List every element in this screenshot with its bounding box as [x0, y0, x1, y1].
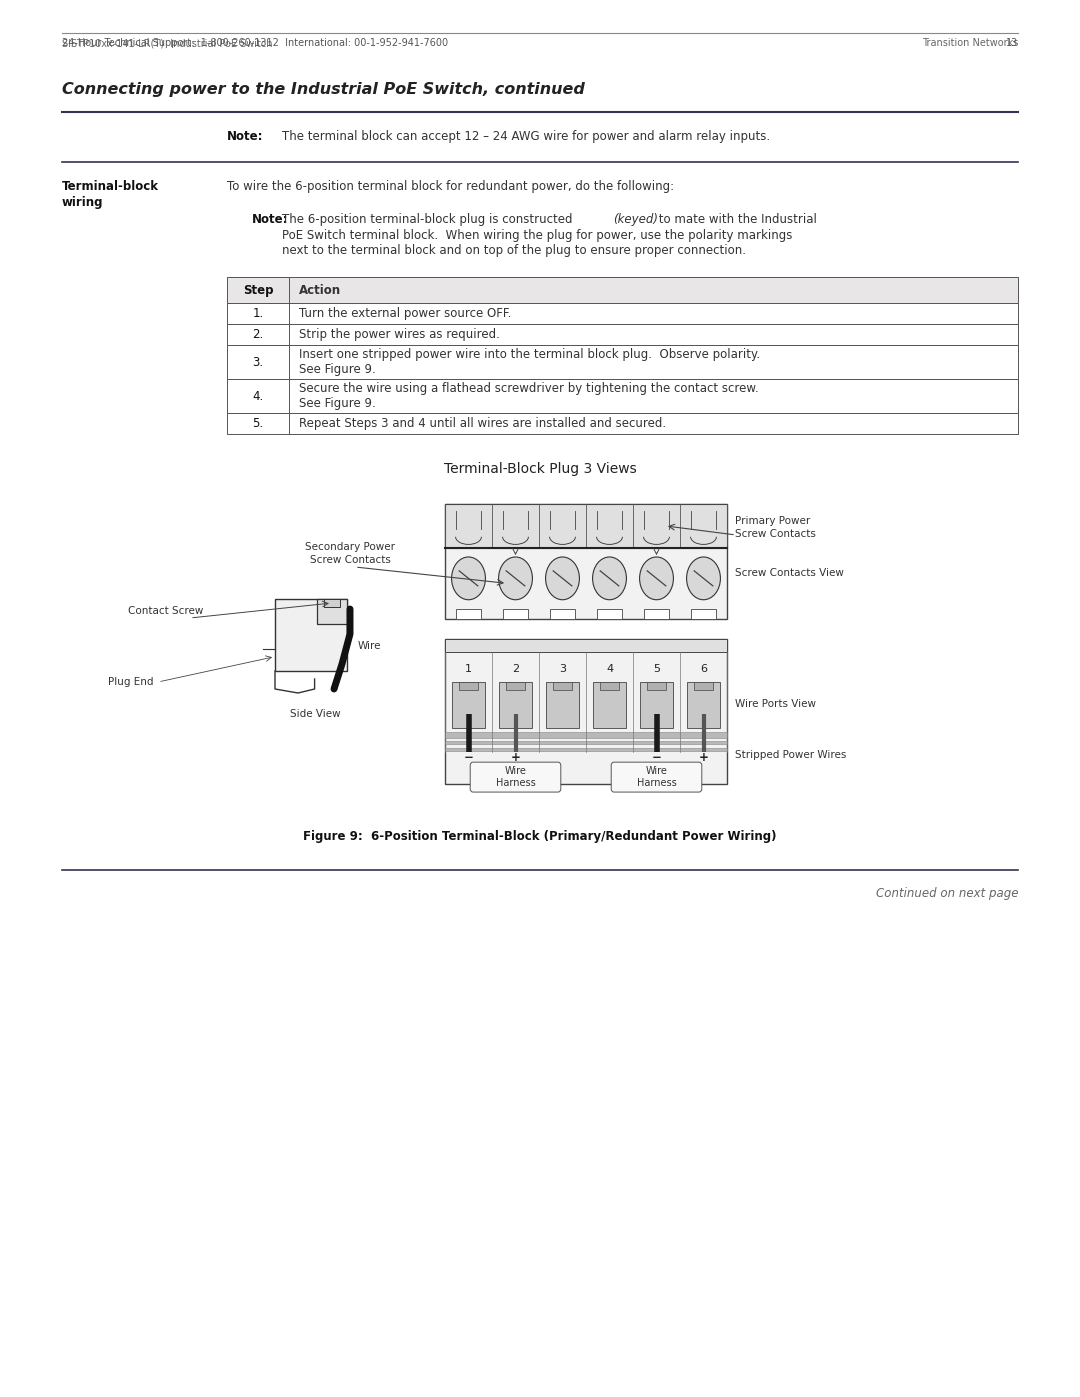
Text: Step: Step [243, 284, 273, 296]
Text: Contact Screw: Contact Screw [129, 606, 203, 616]
Text: wiring: wiring [62, 196, 104, 208]
Text: 5: 5 [653, 664, 660, 673]
Bar [600, 682, 619, 690]
Bar [227, 379, 1018, 414]
Bar [553, 682, 571, 690]
Text: Side View: Side View [289, 710, 340, 719]
Text: Secure the wire using a flathead screwdriver by tightening the contact screw.: Secure the wire using a flathead screwdr… [299, 381, 758, 395]
Ellipse shape [593, 557, 626, 599]
Bar [445, 504, 727, 548]
Text: 1.: 1. [253, 307, 264, 320]
Text: Note:: Note: [252, 212, 288, 226]
Text: 3: 3 [559, 664, 566, 673]
Text: 2.: 2. [253, 328, 264, 341]
Text: 24-Hour Technical Support:  1-800-260-1312  International: 00-1-952-941-7600: 24-Hour Technical Support: 1-800-260-131… [62, 38, 448, 47]
Bar [445, 638, 727, 784]
Bar [227, 345, 1018, 379]
Bar [545, 682, 580, 728]
Text: Strip the power wires as required.: Strip the power wires as required. [299, 328, 500, 341]
Bar [445, 638, 727, 652]
Text: Continued on next page: Continued on next page [876, 887, 1018, 900]
Text: Note:: Note: [227, 130, 264, 142]
Text: Plug End: Plug End [108, 678, 153, 687]
Bar [456, 609, 481, 619]
Text: Wire
Harness: Wire Harness [496, 766, 536, 788]
Text: Wire: Wire [357, 641, 381, 651]
Bar [227, 278, 1018, 303]
Bar [645, 609, 669, 619]
Text: Primary Power
Screw Contacts: Primary Power Screw Contacts [735, 515, 815, 539]
Text: (keyed): (keyed) [613, 212, 658, 226]
Text: Connecting power to the Industrial PoE Switch, continued: Connecting power to the Industrial PoE S… [62, 82, 585, 96]
Text: Figure 9:  6-Position Terminal-Block (Primary/Redundant Power Wiring): Figure 9: 6-Position Terminal-Block (Pri… [303, 830, 777, 842]
Text: The terminal block can accept 12 – 24 AWG wire for power and alarm relay inputs.: The terminal block can accept 12 – 24 AW… [282, 130, 770, 142]
Text: Secondary Power
Screw Contacts: Secondary Power Screw Contacts [305, 542, 395, 566]
Bar [316, 599, 347, 624]
Text: next to the terminal block and on top of the plug to ensure proper connection.: next to the terminal block and on top of… [282, 244, 746, 257]
Bar [507, 682, 525, 690]
Text: The 6-position terminal-block plug is constructed: The 6-position terminal-block plug is co… [282, 212, 577, 226]
Text: Terminal-block: Terminal-block [62, 180, 159, 193]
Text: to mate with the Industrial: to mate with the Industrial [654, 212, 816, 226]
FancyBboxPatch shape [470, 763, 561, 792]
Text: 4: 4 [606, 664, 613, 673]
Bar [227, 303, 1018, 324]
Bar [499, 682, 532, 728]
Text: 4.: 4. [253, 390, 264, 402]
Ellipse shape [639, 557, 674, 599]
Bar [647, 682, 665, 690]
Bar [451, 682, 485, 728]
Text: −: − [463, 752, 473, 764]
Bar [445, 504, 727, 619]
Text: Action: Action [299, 284, 341, 296]
Text: 13: 13 [1005, 38, 1018, 47]
Bar [445, 732, 727, 738]
Bar [639, 682, 674, 728]
Text: See Figure 9.: See Figure 9. [299, 397, 376, 409]
Text: Wire
Harness: Wire Harness [636, 766, 676, 788]
Text: +: + [511, 752, 521, 764]
Ellipse shape [545, 557, 579, 599]
Text: To wire the 6-position terminal block for redundant power, do the following:: To wire the 6-position terminal block fo… [227, 180, 674, 193]
Ellipse shape [451, 557, 485, 599]
Bar [227, 324, 1018, 345]
Bar [445, 747, 727, 752]
Text: 6: 6 [700, 664, 707, 673]
Ellipse shape [687, 557, 720, 599]
Text: Screw Contacts View: Screw Contacts View [735, 569, 843, 578]
Text: SISTP10xx-141-LR(T)  Industrial PoE Switch: SISTP10xx-141-LR(T) Industrial PoE Switc… [62, 38, 272, 47]
Text: Turn the external power source OFF.: Turn the external power source OFF. [299, 307, 511, 320]
Ellipse shape [499, 557, 532, 599]
Bar [687, 682, 720, 728]
Bar [593, 682, 626, 728]
Text: PoE Switch terminal block.  When wiring the plug for power, use the polarity mar: PoE Switch terminal block. When wiring t… [282, 229, 793, 242]
Bar [445, 740, 727, 745]
Text: −: − [651, 752, 661, 764]
Bar [597, 609, 622, 619]
Text: 2: 2 [512, 664, 519, 673]
Bar [503, 609, 528, 619]
Text: Wire Ports View: Wire Ports View [735, 700, 816, 710]
Bar [691, 609, 716, 619]
Bar [551, 609, 575, 619]
Text: 5.: 5. [253, 416, 264, 430]
Bar [459, 682, 477, 690]
Text: Insert one stripped power wire into the terminal block plug.  Observe polarity.: Insert one stripped power wire into the … [299, 348, 760, 360]
Bar [275, 599, 347, 671]
Text: Terminal-Block Plug 3 Views: Terminal-Block Plug 3 Views [444, 462, 636, 476]
Text: See Figure 9.: See Figure 9. [299, 363, 376, 376]
Text: Repeat Steps 3 and 4 until all wires are installed and secured.: Repeat Steps 3 and 4 until all wires are… [299, 416, 666, 430]
Text: Transition Networks: Transition Networks [921, 38, 1018, 47]
Text: 3.: 3. [253, 355, 264, 369]
Bar [324, 599, 340, 608]
Text: +: + [699, 752, 708, 764]
Bar [227, 414, 1018, 434]
Text: Stripped Power Wires: Stripped Power Wires [735, 750, 847, 760]
FancyBboxPatch shape [611, 763, 702, 792]
Text: 1: 1 [465, 664, 472, 673]
Bar [694, 682, 713, 690]
